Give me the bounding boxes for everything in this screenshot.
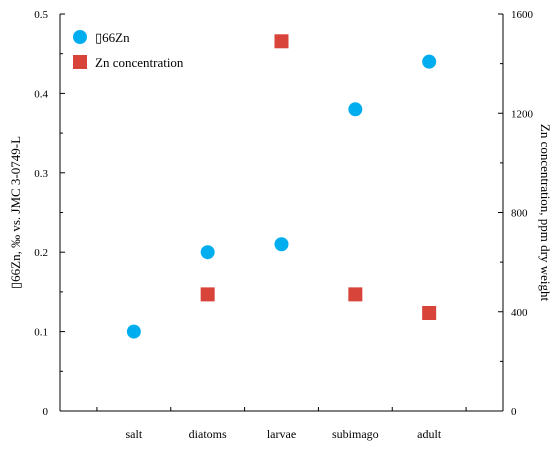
- left-tick-label: 0.2: [34, 247, 48, 259]
- left-tick-label: 0.4: [34, 88, 48, 100]
- zn66-point: [200, 245, 215, 260]
- left-tick-label: 0: [43, 406, 49, 418]
- left-axis-title: ▯66Zn, ‰ vs. JMC 3-0749-L: [8, 136, 23, 289]
- legend-marker-zn-concentration: [73, 55, 87, 69]
- zn-concentration-point: [422, 305, 437, 320]
- right-axis-title: Zn concentration, ppm dry weight: [538, 124, 553, 302]
- x-category-label: subimago: [332, 427, 379, 441]
- right-tick-label: 400: [511, 307, 528, 319]
- legend: ▯66Zn Zn concentration: [73, 30, 184, 70]
- zn66-point: [422, 54, 437, 69]
- data-marks: [126, 34, 437, 339]
- zn66-point: [274, 237, 289, 252]
- legend-marker-zn66: [73, 30, 87, 44]
- right-tick-label: 0: [511, 406, 517, 418]
- zn66-point: [126, 324, 141, 339]
- legend-label-zn-concentration: Zn concentration: [95, 55, 184, 70]
- axes: 0 0.1 0.2 0.3 0.4 0.5 0 400 800 1200 1600 salt diato…: [34, 9, 533, 441]
- zn-concentration-point: [200, 287, 215, 302]
- x-category-label: larvae: [267, 427, 296, 441]
- zn-concentration-point: [274, 34, 289, 49]
- right-tick-label: 1600: [511, 9, 534, 21]
- zn-concentration-point: [348, 287, 363, 302]
- left-tick-label: 0.3: [34, 168, 48, 180]
- right-tick-label: 1200: [511, 108, 534, 120]
- right-tick-label: 800: [511, 208, 528, 220]
- legend-label-zn66: ▯66Zn: [95, 30, 130, 45]
- left-tick-label: 0.1: [34, 327, 48, 339]
- x-category-label: adult: [417, 427, 442, 441]
- x-category-label: diatoms: [189, 427, 227, 441]
- zn66-point: [348, 102, 363, 117]
- x-category-label: salt: [125, 427, 142, 441]
- left-tick-label: 0.5: [34, 9, 48, 21]
